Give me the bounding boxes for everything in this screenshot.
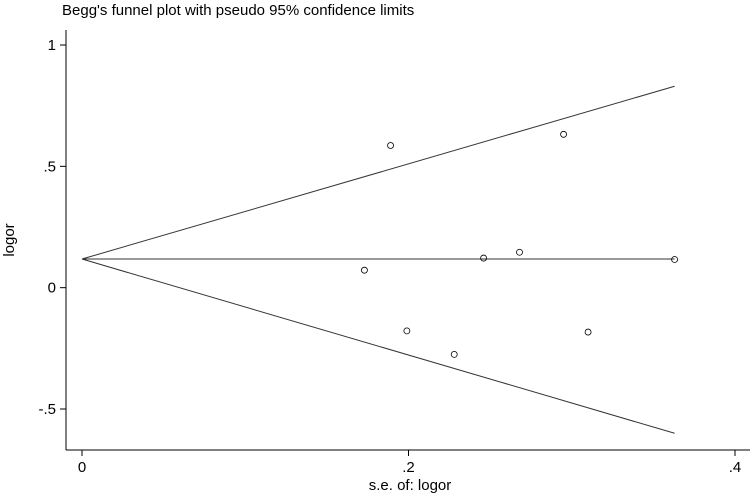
study-point (516, 248, 523, 256)
funnel-lines (81, 85, 675, 434)
study-point (480, 254, 487, 262)
study-point (560, 130, 567, 138)
y-tick-label: 1 (48, 37, 56, 54)
axis-ticks: 1 .5 0 -.5 0 .2 .4 (38, 37, 741, 476)
x-tick-label: 0 (78, 459, 86, 476)
x-tick-label: .2 (402, 459, 415, 476)
study-point (671, 256, 678, 263)
study-point (584, 328, 592, 336)
study-point (403, 327, 411, 335)
y-axis-title: logor (1, 223, 18, 256)
x-tick-label: .4 (729, 459, 742, 476)
study-point (387, 142, 394, 149)
y-tick-label: -.5 (38, 401, 56, 418)
chart-title: Begg's funnel plot with pseudo 95% confi… (62, 2, 414, 19)
study-point (361, 266, 368, 274)
study-points (361, 130, 678, 358)
funnel-line-lower (81, 258, 675, 434)
y-tick-label: 0 (48, 280, 56, 297)
y-tick-label: .5 (43, 158, 56, 175)
study-point (450, 350, 458, 358)
x-axis-title: s.e. of: logor (369, 477, 452, 494)
funnel-line-upper (81, 85, 675, 260)
